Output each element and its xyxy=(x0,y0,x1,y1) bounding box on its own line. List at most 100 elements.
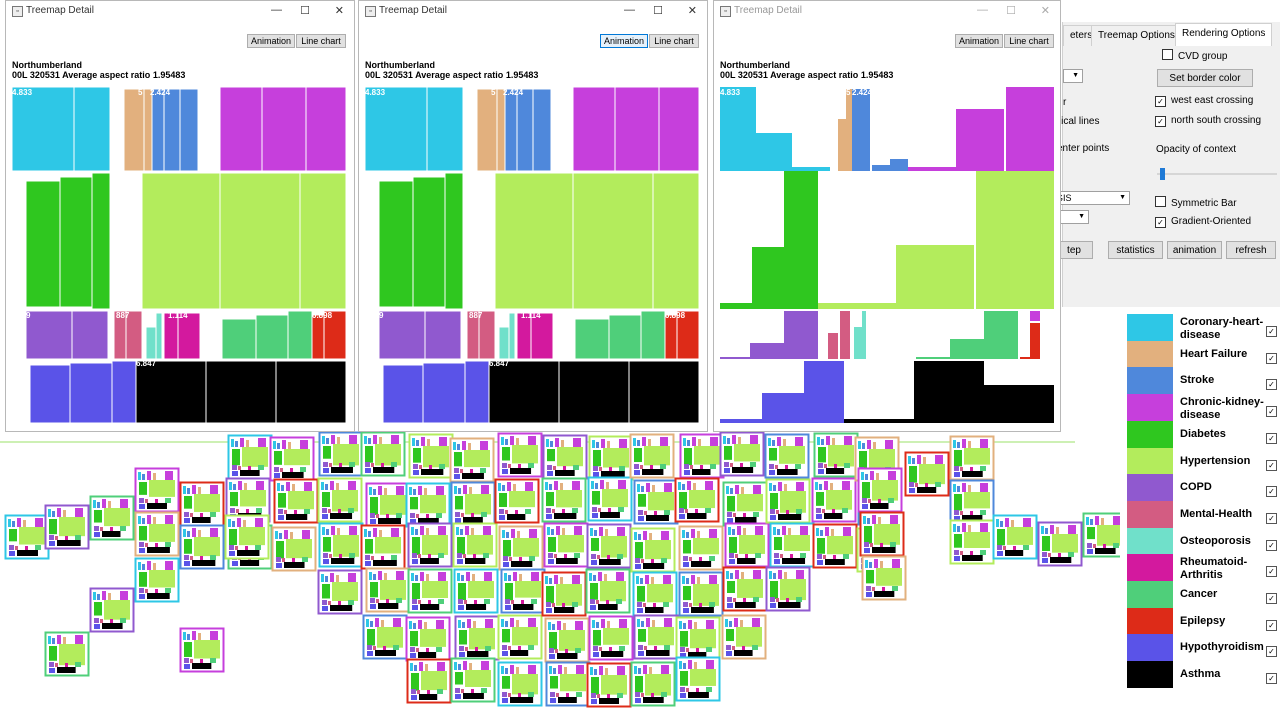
region-glyph[interactable] xyxy=(450,481,496,527)
region-glyph[interactable] xyxy=(1082,512,1120,558)
region-glyph[interactable] xyxy=(545,661,591,707)
region-glyph[interactable] xyxy=(500,568,546,614)
region-glyph[interactable] xyxy=(722,566,768,612)
close-icon[interactable]: ✕ xyxy=(334,5,344,17)
region-glyph[interactable] xyxy=(406,658,452,704)
minimize-icon[interactable]: — xyxy=(977,4,988,16)
region-glyph[interactable] xyxy=(134,557,180,603)
region-glyph[interactable] xyxy=(630,527,676,573)
legend-checkbox[interactable]: ✓ xyxy=(1266,406,1277,418)
region-glyph[interactable] xyxy=(498,525,544,571)
region-glyph[interactable] xyxy=(179,627,225,673)
refresh-button[interactable]: refresh xyxy=(1226,241,1276,259)
region-glyph[interactable] xyxy=(587,476,633,522)
dropdown-1[interactable]: ▼ xyxy=(1063,69,1083,83)
region-glyph[interactable] xyxy=(629,433,675,479)
legend-checkbox[interactable]: ✓ xyxy=(1266,432,1277,444)
region-glyph[interactable] xyxy=(678,525,724,571)
maximize-icon[interactable]: ☐ xyxy=(1006,5,1016,17)
region-glyph[interactable] xyxy=(992,514,1038,560)
legend-checkbox[interactable]: ✓ xyxy=(1266,566,1277,578)
region-glyph[interactable] xyxy=(494,478,540,524)
region-glyph[interactable] xyxy=(360,431,406,477)
opacity-slider-track[interactable] xyxy=(1157,173,1277,175)
opacity-slider-thumb[interactable] xyxy=(1159,168,1165,180)
animation-toggle-button[interactable]: Animation xyxy=(600,34,648,48)
window-titlebar[interactable]: ▫ Treemap Detail — ☐ ✕ xyxy=(714,1,1060,23)
region-glyph[interactable] xyxy=(453,568,499,614)
region-glyph[interactable] xyxy=(179,524,225,570)
region-glyph[interactable] xyxy=(227,434,273,480)
region-glyph[interactable] xyxy=(812,523,858,569)
region-glyph[interactable] xyxy=(719,431,765,477)
region-glyph[interactable] xyxy=(675,656,721,702)
region-glyph[interactable] xyxy=(949,435,995,481)
region-glyph[interactable] xyxy=(407,522,453,568)
statistics-button[interactable]: statistics xyxy=(1108,241,1163,259)
region-glyph[interactable] xyxy=(949,479,995,525)
region-glyph[interactable] xyxy=(273,478,319,524)
animation-toggle-button[interactable]: Animation xyxy=(247,34,295,48)
legend-checkbox[interactable]: ✓ xyxy=(1266,673,1277,685)
dropdown-3[interactable]: ▼ xyxy=(1055,210,1089,224)
geographic-treemap-map[interactable] xyxy=(0,0,1120,720)
region-glyph[interactable] xyxy=(134,511,180,557)
region-glyph[interactable] xyxy=(543,522,589,568)
region-glyph[interactable] xyxy=(721,614,767,660)
region-glyph[interactable] xyxy=(269,436,315,482)
region-glyph[interactable] xyxy=(857,467,903,513)
region-glyph[interactable] xyxy=(405,482,451,528)
region-glyph[interactable] xyxy=(679,433,725,479)
region-glyph[interactable] xyxy=(813,432,859,478)
line-chart-button[interactable]: Line chart xyxy=(649,34,699,48)
west-east-crossing-checkbox[interactable]: ✓ west east crossing xyxy=(1155,95,1253,107)
region-glyph[interactable] xyxy=(179,481,225,527)
region-glyph[interactable] xyxy=(585,568,631,614)
tab-rendering-options[interactable]: Rendering Options xyxy=(1175,23,1273,46)
region-glyph[interactable] xyxy=(497,661,543,707)
tab-treemap-options[interactable]: Treemap Options xyxy=(1091,25,1182,46)
legend-checkbox[interactable]: ✓ xyxy=(1266,593,1277,604)
region-glyph[interactable] xyxy=(630,661,676,707)
legend-checkbox[interactable]: ✓ xyxy=(1266,539,1277,551)
region-glyph[interactable] xyxy=(365,482,411,528)
region-glyph[interactable] xyxy=(317,477,363,523)
treemap-detail-window-3[interactable]: ▫ Treemap Detail — ☐ ✕ Animation Line ch… xyxy=(713,0,1061,432)
line-chart-button[interactable]: Line chart xyxy=(296,34,346,48)
region-glyph[interactable] xyxy=(633,479,679,525)
region-glyph[interactable] xyxy=(450,657,496,703)
region-glyph[interactable] xyxy=(1037,521,1083,567)
line-chart-button[interactable]: Line chart xyxy=(1004,34,1054,48)
region-glyph[interactable] xyxy=(318,522,364,568)
window-titlebar[interactable]: ▫ Treemap Detail — ☐ ✕ xyxy=(359,1,707,23)
region-glyph[interactable] xyxy=(769,522,815,568)
maximize-icon[interactable]: ☐ xyxy=(653,5,663,17)
gradient-oriented-checkbox[interactable]: ✓ Gradient-Oriented xyxy=(1155,216,1251,228)
region-glyph[interactable] xyxy=(365,567,411,613)
treemap-detail-window-1[interactable]: ▫ Treemap Detail — ☐ ✕ Animation Line ch… xyxy=(5,0,355,432)
region-glyph[interactable] xyxy=(541,571,587,617)
region-glyph[interactable] xyxy=(44,504,90,550)
animation-toggle-button[interactable]: Animation xyxy=(955,34,1003,48)
region-glyph[interactable] xyxy=(360,524,406,570)
region-glyph[interactable] xyxy=(317,569,363,615)
region-glyph[interactable] xyxy=(859,511,905,557)
region-glyph[interactable] xyxy=(497,614,543,660)
region-glyph[interactable] xyxy=(544,617,590,663)
region-glyph[interactable] xyxy=(588,615,634,661)
region-glyph[interactable] xyxy=(271,526,317,572)
legend-checkbox[interactable]: ✓ xyxy=(1266,486,1277,498)
region-glyph[interactable] xyxy=(449,437,495,483)
minimize-icon[interactable]: — xyxy=(271,4,282,16)
legend-checkbox[interactable]: ✓ xyxy=(1266,379,1277,391)
legend-checkbox[interactable]: ✓ xyxy=(1266,512,1277,524)
set-border-color-button[interactable]: Set border color xyxy=(1157,69,1253,87)
legend-checkbox[interactable]: ✓ xyxy=(1266,326,1277,337)
region-glyph[interactable] xyxy=(764,433,810,479)
region-glyph[interactable] xyxy=(318,431,364,477)
region-glyph[interactable] xyxy=(588,435,634,481)
symmetric-bar-checkbox[interactable]: Symmetric Bar xyxy=(1155,196,1237,210)
region-glyph[interactable] xyxy=(675,616,721,662)
